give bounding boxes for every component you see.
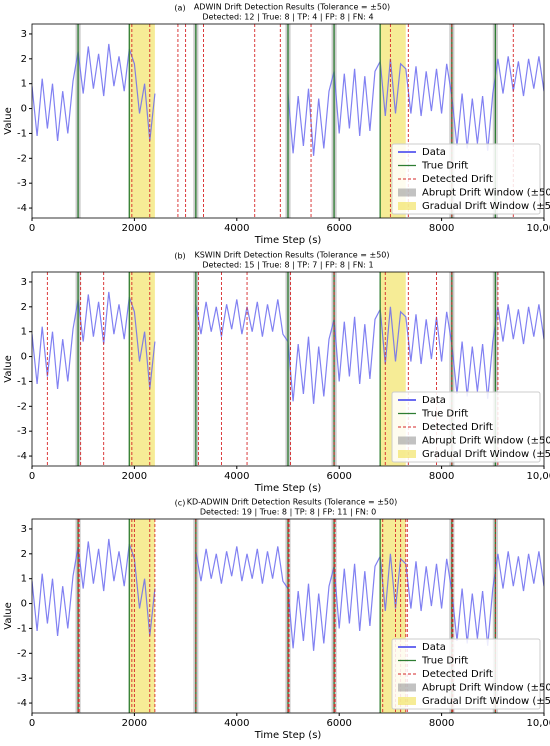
legend-label: Abrupt Drift Window (±50) <box>422 683 550 694</box>
x-tick-label: 8000 <box>429 223 454 234</box>
legend-box <box>391 391 541 463</box>
chart-title: KSWIN Drift Detection Results (Tolerance… <box>194 251 389 260</box>
legend-label: Detected Drift <box>422 174 493 185</box>
x-axis-label: Time Step (s) <box>254 483 322 494</box>
legend-label: Detected Drift <box>422 669 493 680</box>
plot-frame <box>31 518 545 714</box>
legend-box <box>391 638 541 710</box>
legend-label: Data <box>422 395 446 406</box>
y-axis-label: Value <box>3 107 14 134</box>
y-tick-label: 1 <box>21 327 27 338</box>
chart-subtitle: Detected: 15 | True: 8 | TP: 7 | FP: 8 |… <box>202 261 373 270</box>
legend-label: Gradual Drift Window (±50) <box>422 201 550 212</box>
gradual-window <box>129 272 155 466</box>
legend-label: True Drift <box>421 161 468 172</box>
y-tick-label: 0 <box>21 352 27 363</box>
y-tick-label: -1 <box>17 376 27 387</box>
y-tick-label: -2 <box>17 648 27 659</box>
x-tick-label: 4000 <box>224 223 249 234</box>
x-tick-label: 0 <box>29 223 35 234</box>
legend-label: Abrupt Drift Window (±50) <box>422 188 550 199</box>
legend-key <box>398 188 416 197</box>
data-line <box>32 538 544 651</box>
y-tick-label: 3 <box>21 277 27 288</box>
x-axis-label: Time Step (s) <box>254 730 322 741</box>
x-tick-label: 2000 <box>122 223 147 234</box>
y-tick-label: -3 <box>17 178 27 189</box>
x-tick-label: 6000 <box>326 718 351 729</box>
x-tick-label: 0 <box>29 471 35 482</box>
legend-key <box>398 697 416 705</box>
legend-label: Data <box>422 642 446 653</box>
legend-key <box>398 202 416 210</box>
legend-label: Gradual Drift Window (±50) <box>422 696 550 707</box>
y-axis-label: Value <box>3 602 14 629</box>
y-tick-label: -3 <box>17 426 27 437</box>
x-tick-label: 10,000 <box>527 471 550 482</box>
x-tick-label: 2000 <box>122 718 147 729</box>
y-tick-label: -2 <box>17 401 27 412</box>
y-tick-label: -1 <box>17 128 27 139</box>
x-axis-label: Time Step (s) <box>254 235 322 246</box>
x-tick-label: 0 <box>29 718 35 729</box>
plot-frame <box>31 23 545 219</box>
x-tick-label: 4000 <box>224 471 249 482</box>
chart-title: ADWIN Drift Detection Results (Tolerance… <box>194 3 390 12</box>
y-tick-label: 0 <box>21 599 27 610</box>
y-tick-label: -4 <box>17 203 27 214</box>
y-tick-label: -3 <box>17 673 27 684</box>
panel-label: (b) <box>174 252 185 261</box>
legend-label: Abrupt Drift Window (±50) <box>422 436 550 447</box>
x-tick-label: 2000 <box>122 471 147 482</box>
y-tick-label: 0 <box>21 104 27 115</box>
y-tick-label: -4 <box>17 451 27 462</box>
legend-key <box>398 450 416 458</box>
y-tick-label: 3 <box>21 29 27 40</box>
chart-subtitle: Detected: 19 | True: 8 | TP: 8 | FP: 11 … <box>200 508 376 517</box>
y-tick-label: 1 <box>21 79 27 90</box>
legend-label: Gradual Drift Window (±50) <box>422 449 550 460</box>
data-line <box>32 43 544 156</box>
y-tick-label: 3 <box>21 524 27 535</box>
x-tick-label: 8000 <box>429 718 454 729</box>
plot-frame <box>31 271 545 467</box>
y-tick-label: 2 <box>21 54 27 65</box>
chart-panel: (a) ADWIN Drift Detection Results (Tolera… <box>3 3 550 247</box>
legend-box <box>391 143 541 215</box>
x-tick-label: 10,000 <box>527 223 550 234</box>
plot-area <box>32 24 544 218</box>
chart-panel: (c) KD-ADWIN Drift Detection Results (Tol… <box>3 498 550 742</box>
x-tick-label: 6000 <box>326 471 351 482</box>
x-tick-label: 10,000 <box>527 718 550 729</box>
chart-panel: (b) KSWIN Drift Detection Results (Tolera… <box>3 251 550 495</box>
x-tick-label: 8000 <box>429 471 454 482</box>
x-tick-label: 4000 <box>224 718 249 729</box>
legend-label: True Drift <box>421 409 468 420</box>
y-tick-label: -1 <box>17 623 27 634</box>
y-tick-label: 2 <box>21 549 27 560</box>
y-tick-label: -4 <box>17 698 27 709</box>
y-tick-label: 1 <box>21 574 27 585</box>
data-line <box>32 291 544 404</box>
chart-title: KD-ADWIN Drift Detection Results (Tolera… <box>187 498 397 507</box>
legend-label: Detected Drift <box>422 422 493 433</box>
y-tick-label: -2 <box>17 153 27 164</box>
chart-subtitle: Detected: 12 | True: 8 | TP: 4 | FP: 8 |… <box>202 13 373 22</box>
legend-label: Data <box>422 147 446 158</box>
panel-label: (a) <box>174 4 185 13</box>
plot-area <box>32 272 544 466</box>
legend-key <box>398 683 416 692</box>
panel-label: (c) <box>175 499 186 508</box>
x-tick-label: 6000 <box>326 223 351 234</box>
legend-label: True Drift <box>421 656 468 667</box>
y-tick-label: 2 <box>21 302 27 313</box>
gradual-window <box>129 519 155 713</box>
y-axis-label: Value <box>3 355 14 382</box>
gradual-window <box>129 24 155 218</box>
legend-key <box>398 436 416 445</box>
